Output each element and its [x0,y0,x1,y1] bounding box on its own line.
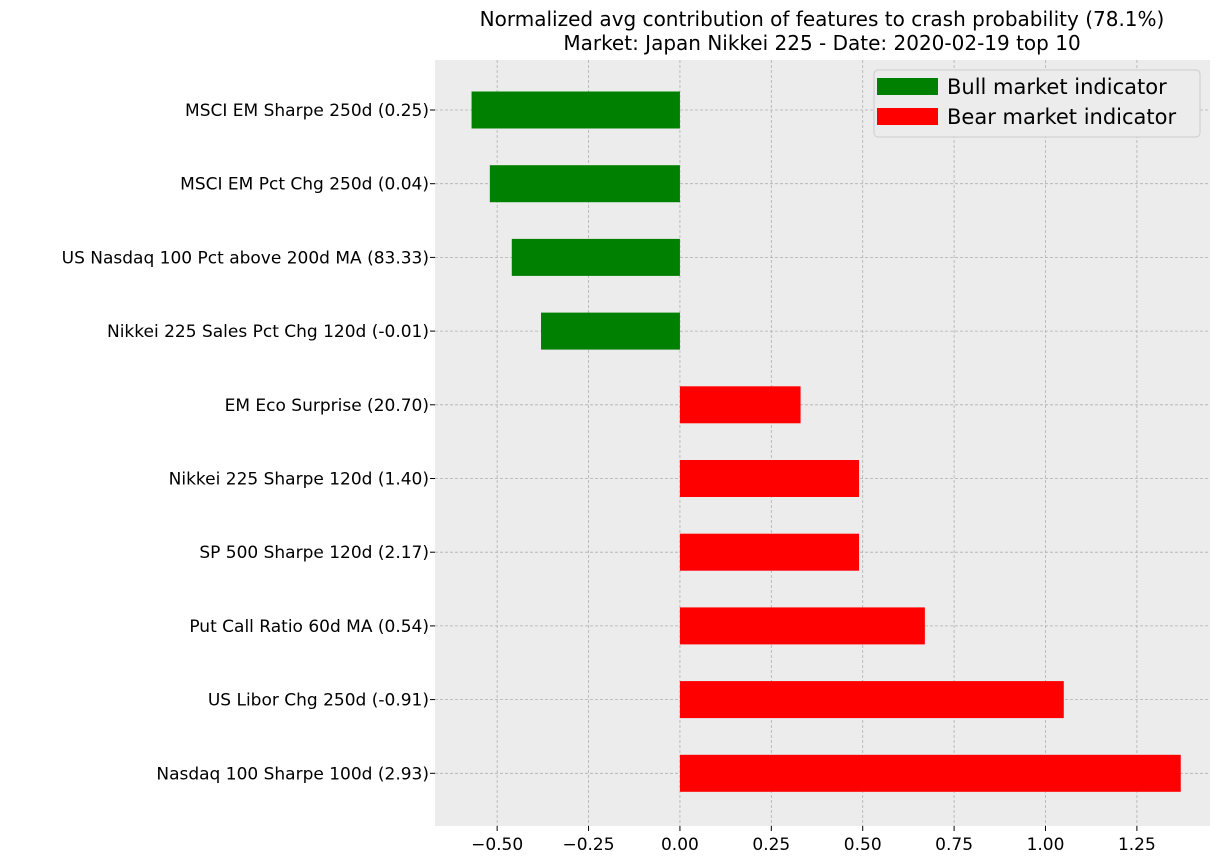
x-tick-label-3: 0.25 [752,835,790,855]
y-tick-label-0: MSCI EM Sharpe 250d (0.25) [185,101,429,121]
x-tick-label-4: 0.50 [844,835,882,855]
y-tick-label-4: EM Eco Surprise (20.70) [225,396,429,416]
x-tick-label-7: 1.25 [1118,835,1156,855]
x-tick-label-6: 1.00 [1027,835,1065,855]
chart-subtitle: Market: Japan Nikkei 225 - Date: 2020-02… [563,31,1080,55]
legend: Bull market indicator Bear market indicat… [873,69,1201,138]
bar-6 [679,533,860,571]
legend-label-1: Bear market indicator [947,105,1177,129]
bar-2 [511,238,680,276]
x-tick-label-1: −0.25 [562,835,614,855]
bar-5 [679,460,860,497]
y-tick-label-9: Nasdaq 100 Sharpe 100d (2.93) [156,764,429,784]
bar-0 [471,91,680,129]
chart-title: Normalized avg contribution of features … [480,7,1165,31]
legend-swatch-0 [877,78,938,95]
bar-4 [679,386,801,424]
x-tick-label-2: 0.00 [661,835,699,855]
y-tick-label-3: Nikkei 225 Sales Pct Chg 120d (-0.01) [107,322,429,342]
bars [471,91,1181,792]
x-tick-labels: −0.50 −0.25 0.00 0.25 0.50 0.75 1.00 1.25 [471,826,1156,855]
bar-9 [679,754,1181,792]
legend-swatch-1 [877,108,938,125]
y-tick-labels: MSCI EM Sharpe 250d (0.25) MSCI EM Pct Ch… [62,101,435,784]
bar-7 [679,607,925,645]
bar-1 [489,165,680,203]
x-tick-label-0: −0.50 [471,835,523,855]
y-tick-label-8: US Libor Chg 250d (-0.91) [208,691,429,711]
y-tick-label-1: MSCI EM Pct Chg 250d (0.04) [180,175,429,195]
legend-box [873,69,1201,138]
y-tick-label-6: SP 500 Sharpe 120d (2.17) [199,543,429,563]
y-tick-label-2: US Nasdaq 100 Pct above 200d MA (83.33) [62,248,429,268]
x-tick-label-5: 0.75 [935,835,973,855]
legend-label-0: Bull market indicator [947,75,1167,99]
y-tick-label-5: Nikkei 225 Sharpe 120d (1.40) [169,470,429,490]
bar-8 [679,681,1064,719]
y-tick-label-7: Put Call Ratio 60d MA (0.54) [189,617,429,637]
bar-3 [541,312,680,350]
